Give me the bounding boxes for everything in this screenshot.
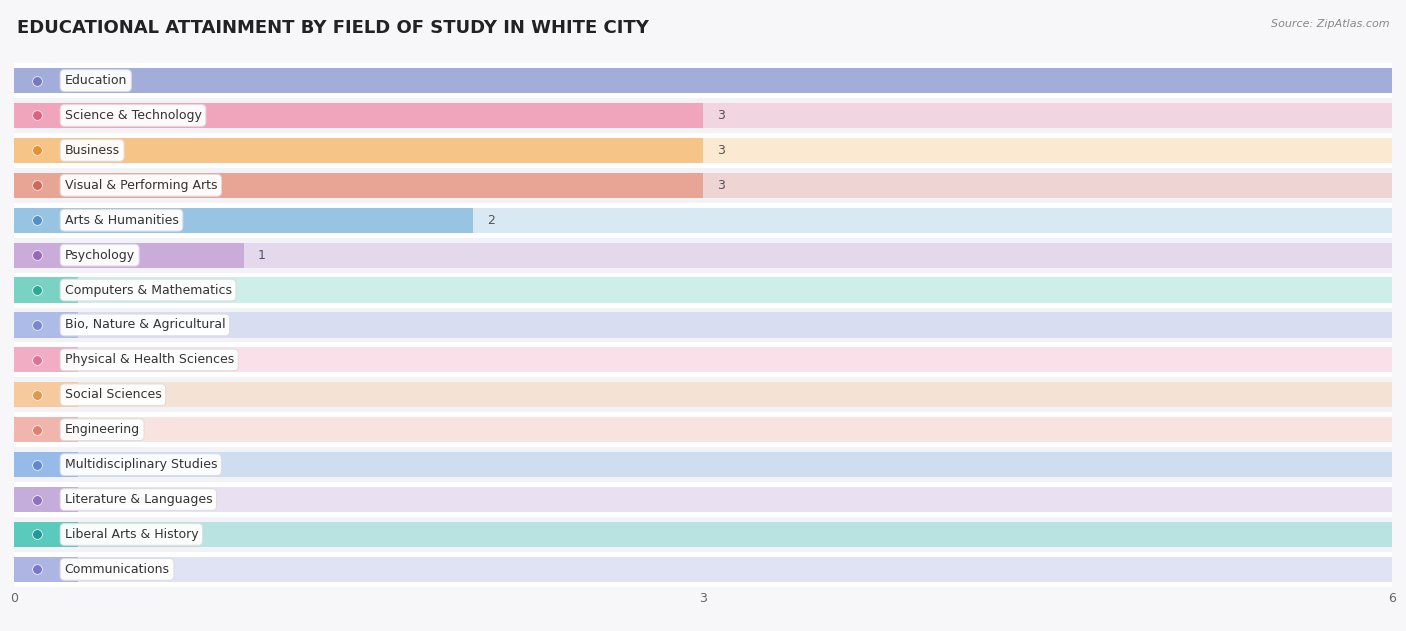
Text: Physical & Health Sciences: Physical & Health Sciences — [65, 353, 233, 367]
Text: 0: 0 — [90, 458, 98, 471]
Text: 0: 0 — [90, 388, 98, 401]
Text: Computers & Mathematics: Computers & Mathematics — [65, 283, 232, 297]
Bar — [14, 168, 1392, 203]
Text: Multidisciplinary Studies: Multidisciplinary Studies — [65, 458, 217, 471]
Bar — [14, 242, 243, 268]
Text: Business: Business — [65, 144, 120, 157]
Bar — [14, 417, 79, 442]
Bar — [14, 208, 474, 233]
Bar — [14, 447, 1392, 482]
Bar — [14, 173, 703, 198]
Bar — [14, 103, 703, 128]
Bar — [14, 452, 79, 477]
Bar — [14, 273, 1392, 307]
Text: 0: 0 — [90, 423, 98, 436]
Text: Social Sciences: Social Sciences — [65, 388, 162, 401]
Bar — [14, 557, 1392, 582]
Text: Literature & Languages: Literature & Languages — [65, 493, 212, 506]
Text: 3: 3 — [717, 179, 724, 192]
Bar — [14, 103, 1392, 128]
Bar — [14, 487, 79, 512]
Bar — [14, 307, 1392, 343]
Bar — [14, 452, 1392, 477]
Text: Psychology: Psychology — [65, 249, 135, 262]
Text: 0: 0 — [90, 563, 98, 576]
Text: Science & Technology: Science & Technology — [65, 109, 201, 122]
Text: 0: 0 — [90, 353, 98, 367]
Bar — [14, 278, 79, 303]
Bar — [14, 382, 79, 408]
Bar — [14, 203, 1392, 238]
Bar — [14, 312, 1392, 338]
Bar — [14, 552, 1392, 587]
Text: 3: 3 — [717, 144, 724, 157]
Text: EDUCATIONAL ATTAINMENT BY FIELD OF STUDY IN WHITE CITY: EDUCATIONAL ATTAINMENT BY FIELD OF STUDY… — [17, 19, 648, 37]
Text: Education: Education — [65, 74, 127, 87]
Bar — [14, 482, 1392, 517]
Text: Arts & Humanities: Arts & Humanities — [65, 214, 179, 227]
Text: 0: 0 — [90, 493, 98, 506]
Text: 3: 3 — [717, 109, 724, 122]
Bar — [14, 487, 1392, 512]
Bar — [14, 98, 1392, 133]
Text: Visual & Performing Arts: Visual & Performing Arts — [65, 179, 217, 192]
Bar — [14, 347, 79, 372]
Text: 2: 2 — [486, 214, 495, 227]
Text: Source: ZipAtlas.com: Source: ZipAtlas.com — [1271, 19, 1389, 29]
Bar — [14, 557, 79, 582]
Bar — [14, 238, 1392, 273]
Bar — [14, 68, 1392, 93]
Bar — [14, 412, 1392, 447]
Text: 0: 0 — [90, 528, 98, 541]
Bar — [14, 63, 1392, 98]
Bar — [14, 522, 1392, 547]
Bar — [14, 517, 1392, 552]
Bar — [14, 522, 79, 547]
Bar — [14, 347, 1392, 372]
Text: Bio, Nature & Agricultural: Bio, Nature & Agricultural — [65, 319, 225, 331]
Bar — [14, 312, 79, 338]
Bar — [14, 377, 1392, 412]
Bar — [14, 382, 1392, 408]
Bar — [14, 68, 1392, 93]
Text: Communications: Communications — [65, 563, 170, 576]
Bar — [14, 417, 1392, 442]
Text: 0: 0 — [90, 319, 98, 331]
Bar — [14, 242, 1392, 268]
Text: 0: 0 — [90, 283, 98, 297]
Bar — [14, 208, 1392, 233]
Text: 1: 1 — [257, 249, 266, 262]
Bar — [14, 133, 1392, 168]
Text: Engineering: Engineering — [65, 423, 139, 436]
Bar — [14, 173, 1392, 198]
Bar — [14, 278, 1392, 303]
Text: Liberal Arts & History: Liberal Arts & History — [65, 528, 198, 541]
Bar — [14, 138, 1392, 163]
Bar — [14, 343, 1392, 377]
Bar — [14, 138, 703, 163]
